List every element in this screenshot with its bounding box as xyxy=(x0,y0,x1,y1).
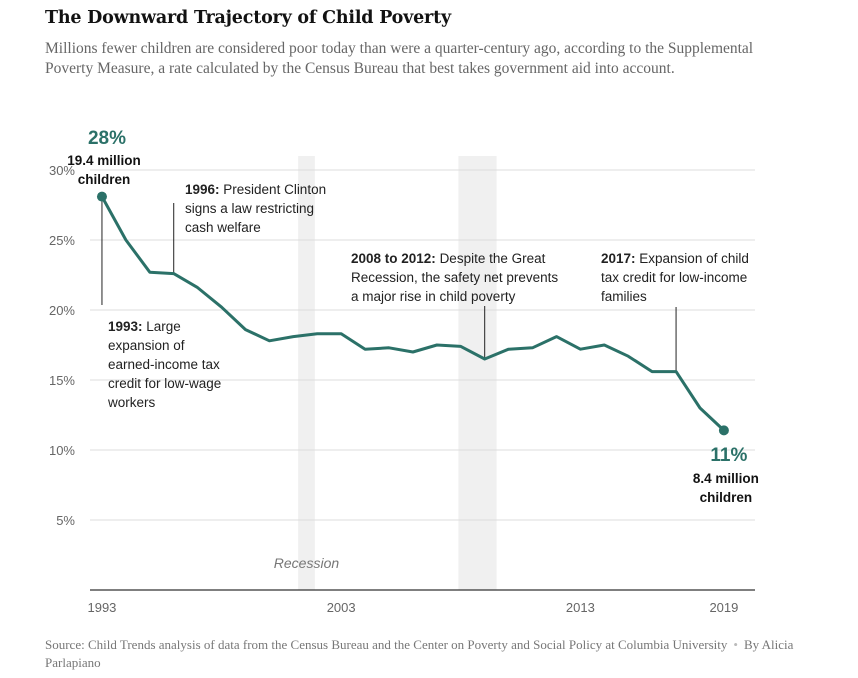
y-tick-label: 20% xyxy=(49,303,75,318)
series-line xyxy=(100,195,726,432)
recession-band xyxy=(298,156,315,590)
y-tick-label: 15% xyxy=(49,373,75,388)
endpoint-end-detail: children xyxy=(700,490,753,505)
annotation-labels: 28% 19.4 million children 11% 8.4 million chi… xyxy=(67,128,759,505)
y-axis-ticks: 5% 10% 15% 20% 25% 30% xyxy=(49,163,75,528)
y-tick-label: 30% xyxy=(49,163,75,178)
x-tick-label: 2003 xyxy=(327,600,356,615)
endpoint-end-detail: 8.4 million xyxy=(693,471,759,486)
annotation-text: 2017: Expansion of child tax credit for l… xyxy=(601,251,749,304)
y-tick-label: 5% xyxy=(56,513,75,528)
chart-footer: Source: Child Trends analysis of data fr… xyxy=(45,636,805,672)
gridlines xyxy=(90,169,755,521)
endpoint-end-value: 11% xyxy=(710,445,747,466)
x-tick-label: 1993 xyxy=(87,600,116,615)
endpoint-start-detail: children xyxy=(78,172,131,187)
endpoint-dot xyxy=(96,191,107,202)
source-note: Source: Child Trends analysis of data fr… xyxy=(45,637,728,652)
y-tick-label: 10% xyxy=(49,443,75,458)
endpoint-start-value: 28% xyxy=(88,128,126,149)
x-tick-label: 2013 xyxy=(566,600,595,615)
x-tick-label: 2019 xyxy=(709,600,738,615)
recession-band xyxy=(458,156,497,590)
separator-dot: • xyxy=(733,637,738,652)
annotation-text: 1993: Large expansion of earned-income tax… xyxy=(107,319,221,410)
recession-label: Recession xyxy=(274,555,340,571)
annotation-leaders xyxy=(101,196,677,372)
chart-title: The Downward Trajectory of Child Poverty xyxy=(45,8,451,28)
annotation-text: 1996: President Clinton signs a law restr… xyxy=(185,182,326,235)
endpoint-dot xyxy=(718,425,729,436)
recession-bands: Recession xyxy=(274,156,497,590)
series-line-group xyxy=(96,191,729,436)
endpoint-start-detail: 19.4 million xyxy=(67,153,141,168)
y-tick-label: 25% xyxy=(49,233,75,248)
chart-subtitle: Millions fewer children are considered p… xyxy=(45,40,754,77)
byline: By Alicia Parlapiano xyxy=(45,637,794,670)
annotation-text: 2008 to 2012: Despite the Great Recession… xyxy=(351,251,558,304)
x-axis: 1993 2003 2013 2019 xyxy=(87,589,755,615)
